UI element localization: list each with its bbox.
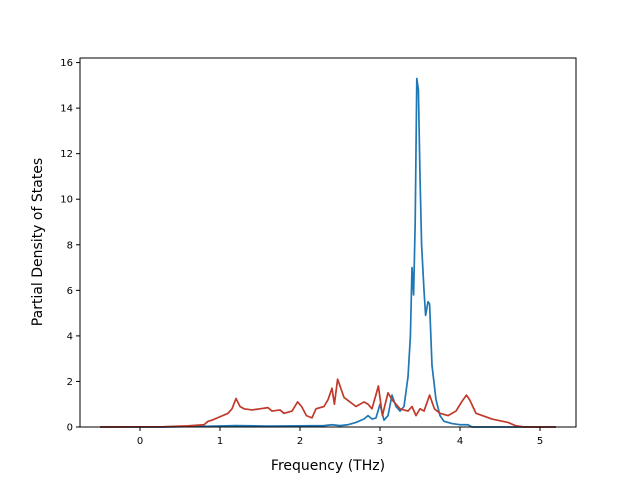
- x-tick-label: 4: [457, 436, 463, 447]
- y-tick-label: 12: [60, 149, 73, 160]
- y-tick-label: 4: [67, 331, 73, 342]
- x-tick-label: 1: [217, 436, 223, 447]
- x-tick-label: 2: [297, 436, 303, 447]
- x-tick-label: 0: [137, 436, 143, 447]
- y-axis: 0 2 4 6 8 10 12 14 16: [60, 58, 80, 434]
- series-line-1: [100, 77, 556, 428]
- plot-frame: [79, 57, 577, 428]
- x-tick-label: 5: [537, 436, 543, 447]
- y-tick-label: 0: [67, 423, 73, 434]
- x-axis-title: Frequency (THz): [271, 458, 385, 474]
- y-axis-title: Partial Density of States: [30, 158, 46, 326]
- y-tick-label: 10: [60, 195, 73, 206]
- y-tick-label: 8: [67, 240, 73, 251]
- y-tick-label: 2: [67, 377, 73, 388]
- x-tick-label: 3: [377, 436, 383, 447]
- series-layer: [99, 77, 556, 428]
- y-tick-label: 6: [67, 286, 73, 297]
- y-tick-label: 16: [60, 58, 73, 69]
- series-line-2: [99, 378, 556, 428]
- y-tick-label: 14: [60, 104, 73, 115]
- x-axis: 0 1 2 3 4 5: [137, 427, 543, 447]
